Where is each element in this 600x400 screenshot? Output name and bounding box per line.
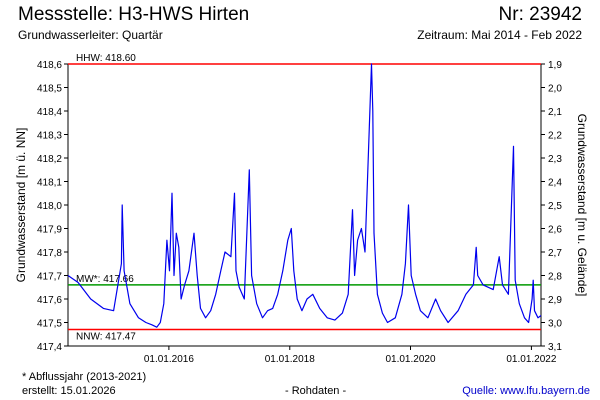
station-title: Messstelle: H3-HWS Hirten [18,4,250,25]
reference-line-label: HHW: 418.60 [76,53,136,64]
y2-tick-label: 2,5 [548,201,562,212]
y-tick-label: 417,8 [37,248,62,259]
y2-tick-label: 2,9 [548,295,562,306]
raw-data-note: - Rohdaten - [285,385,347,397]
y2-tick-label: 1,9 [548,60,562,71]
y2-tick-label: 2,8 [548,272,562,283]
y2-tick-label: 2,6 [548,225,562,236]
plot-frame [67,63,542,347]
period-label: Zeitraum: Mai 2014 - Feb 2022 [417,28,582,42]
reference-line-label: NNW: 417.47 [76,332,136,343]
y2-tick-label: 2,3 [548,154,562,165]
aquifer-label: Grundwasserleiter: Quartär [18,28,163,42]
y2-tick-label: 3,0 [548,319,562,330]
y-tick-label: 418,0 [37,201,62,212]
y2-tick-label: 2,4 [548,178,562,189]
created-date: erstellt: 15.01.2026 [22,385,116,397]
y-tick-label: 418,5 [37,84,62,95]
y2-tick-label: 2,1 [548,107,562,118]
y-tick-label: 417,4 [37,342,62,353]
y-axis-label: Grundwasserstand [m ü. NN] [14,128,28,283]
reference-lines: HHW: 418.60 MW*: 417.66 NNW: 417.47 [68,53,541,343]
source-link[interactable]: Quelle: www.lfu.bayern.de [462,385,590,397]
y-tick-label: 418,1 [37,178,62,189]
axis-layer: 417,4 3,1 417,5 3,0 417,6 2,9 417,7 2,8 417,8 2,7… [37,60,562,365]
y2-tick-label: 2,0 [548,84,562,95]
y-tick-label: 418,6 [37,60,62,71]
y2-tick-label: 2,2 [548,131,562,142]
x-tick-label: 01.01.2022 [506,354,556,365]
y-tick-label: 417,9 [37,225,62,236]
x-tick-label: 01.01.2016 [144,354,194,365]
groundwater-level-line [67,63,542,328]
y2-tick-label: 2,7 [548,248,562,259]
y2-axis-label: Grundwasserstand [m u. Gelände] [575,114,589,297]
reference-line-label: MW*: 417.66 [76,274,134,285]
footnote: * Abflussjahr (2013-2021) [22,371,147,383]
y-tick-label: 418,4 [37,107,62,118]
x-tick-label: 01.01.2018 [265,354,315,365]
series-layer [67,63,542,328]
station-number: Nr: 23942 [498,4,582,25]
x-tick-label: 01.01.2020 [385,354,435,365]
y-tick-label: 417,5 [37,319,62,330]
y-tick-label: 418,3 [37,131,62,142]
y2-tick-label: 3,1 [548,342,562,353]
y-tick-label: 418,2 [37,154,62,165]
y-tick-label: 417,6 [37,295,62,306]
y-tick-label: 417,7 [37,272,62,283]
